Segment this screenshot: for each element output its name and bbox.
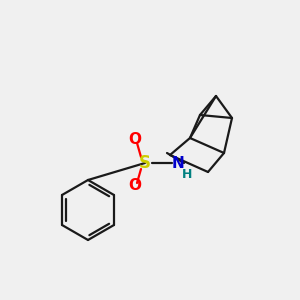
Text: H: H: [182, 169, 192, 182]
Text: O: O: [128, 133, 142, 148]
Text: O: O: [128, 178, 142, 194]
Text: S: S: [139, 154, 151, 172]
Text: N: N: [172, 155, 184, 170]
